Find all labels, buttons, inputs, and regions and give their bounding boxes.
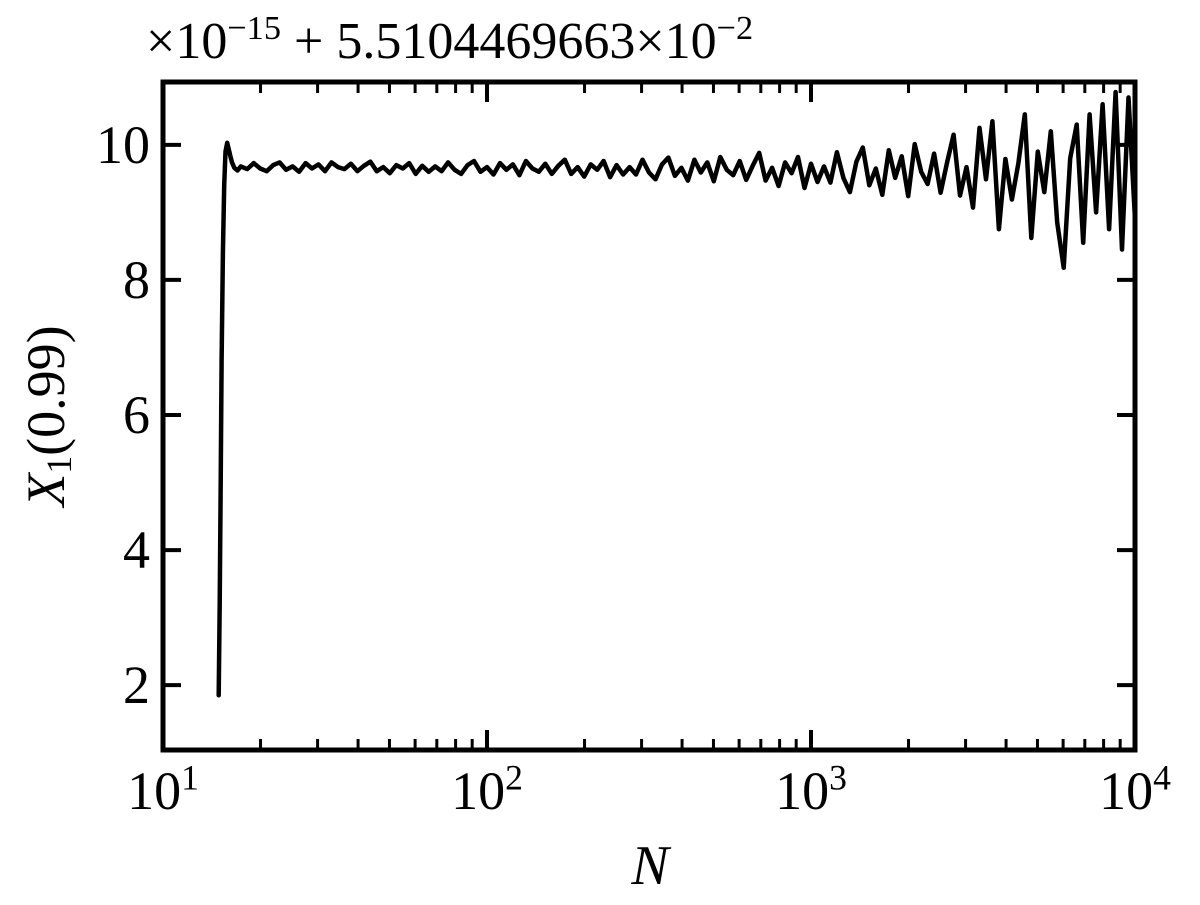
x-ticks bbox=[161, 82, 1137, 750]
offset-plus: + bbox=[281, 13, 337, 70]
x-axis-label: N bbox=[631, 835, 669, 897]
y-tick-label-4: 4 bbox=[123, 520, 150, 581]
y-axis-variable: X bbox=[16, 473, 76, 507]
x-tick-label-10e1: 101 bbox=[127, 760, 199, 821]
plot-frame bbox=[160, 79, 1138, 753]
axes-spines bbox=[160, 79, 1138, 753]
data-line bbox=[216, 89, 1138, 698]
y-ticks bbox=[163, 142, 1135, 688]
offset-exp2: −2 bbox=[716, 9, 754, 48]
offset-mantissa: 5.5104469663 bbox=[336, 13, 636, 70]
y-axis-offset-text: ×10−15 + 5.5104469663×10−2 bbox=[146, 11, 753, 70]
y-tick-label-10: 10 bbox=[96, 114, 150, 175]
x-tick-base: 10 bbox=[451, 761, 506, 821]
y-tick-label-8: 8 bbox=[123, 249, 150, 310]
x-tick-exponent: 1 bbox=[181, 757, 199, 798]
y-axis-subscript: 1 bbox=[39, 455, 80, 474]
offset-exp1: −15 bbox=[227, 9, 281, 48]
y-tick-label-2: 2 bbox=[123, 655, 150, 716]
x-tick-exponent: 2 bbox=[505, 757, 523, 798]
offset-times1: ×10 bbox=[146, 13, 228, 70]
offset-times2: ×10 bbox=[635, 13, 717, 70]
x-tick-base: 10 bbox=[1099, 761, 1154, 821]
y-tick-label-6: 6 bbox=[123, 384, 150, 445]
x-tick-base: 10 bbox=[775, 761, 830, 821]
x-tick-label-10e2: 102 bbox=[451, 760, 523, 821]
x-tick-base: 10 bbox=[127, 761, 182, 821]
data-series bbox=[216, 89, 1138, 698]
x-tick-label-10e4: 104 bbox=[1099, 760, 1171, 821]
x-tick-exponent: 4 bbox=[1153, 757, 1171, 798]
x-tick-label-10e3: 103 bbox=[775, 760, 847, 821]
x-tick-exponent: 3 bbox=[829, 757, 847, 798]
